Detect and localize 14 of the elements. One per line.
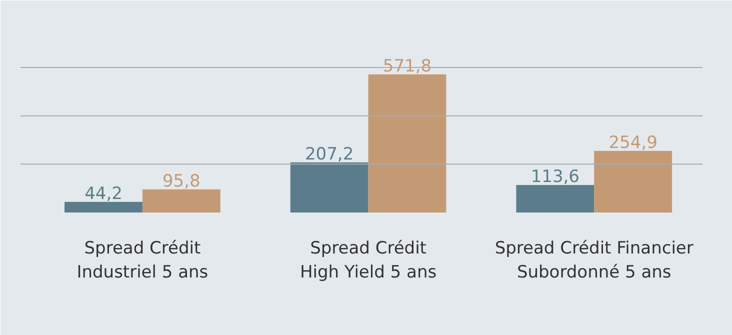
x-tick-label: Spread Crédit Financier Subordonné 5 ans xyxy=(494,238,694,282)
x-tick-label: Spread Crédit Industriel 5 ans xyxy=(76,238,208,282)
data-label: 207,2 xyxy=(304,144,354,164)
bar xyxy=(516,185,594,212)
data-label: 95,8 xyxy=(162,171,200,192)
bar xyxy=(142,189,220,212)
bar xyxy=(594,150,672,212)
data-label: 254,9 xyxy=(608,132,658,153)
bar xyxy=(64,202,142,212)
x-tick-label: Spread Crédit High Yield 5 ans xyxy=(300,238,437,282)
data-label: 44,2 xyxy=(84,184,122,204)
bar xyxy=(368,74,446,212)
data-label: 113,6 xyxy=(530,167,580,188)
bar xyxy=(290,162,368,212)
